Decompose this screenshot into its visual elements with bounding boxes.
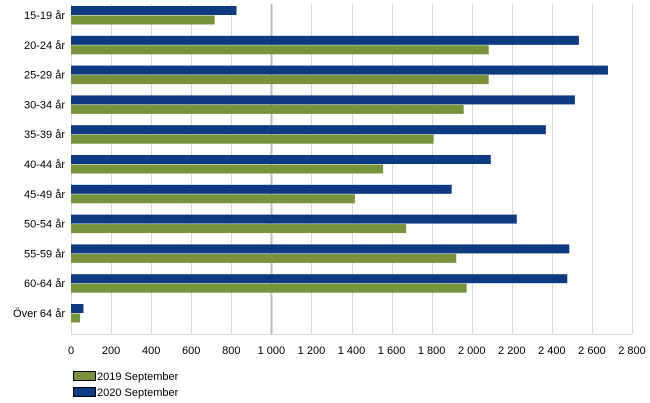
- category-label: 25-29 år: [24, 70, 65, 82]
- x-tick-label: 400: [142, 345, 160, 357]
- bar-2020-9: [71, 274, 568, 284]
- x-tick-label: 1 200: [298, 345, 326, 357]
- legend: 2019 September 2020 September: [73, 371, 179, 399]
- legend-swatch: [73, 371, 96, 381]
- bars: [71, 6, 608, 323]
- category-label: 30-34 år: [24, 99, 65, 111]
- bar-2020-4: [71, 125, 546, 135]
- category-label: 55-59 år: [24, 248, 65, 260]
- bar-2019-10: [71, 313, 81, 323]
- x-tick-label: 0: [68, 345, 74, 357]
- x-tick-labels: 0 200 400 600 800 1 000 1 200 1 400 1 600 1 800 2 …: [68, 345, 646, 357]
- bar-2019-3: [71, 104, 464, 114]
- category-label: 45-49 år: [24, 189, 65, 201]
- bar-2020-7: [71, 214, 517, 224]
- category-label: 60-64 år: [24, 278, 65, 290]
- bar-2019-1: [71, 45, 489, 55]
- x-tick-label: 1 400: [338, 345, 366, 357]
- x-tick-label: 2 400: [538, 345, 566, 357]
- legend-swatch: [73, 387, 96, 397]
- x-tick-label: 200: [102, 345, 120, 357]
- legend-label: 2020 September: [97, 387, 179, 399]
- bar-2019-9: [71, 283, 467, 293]
- x-tick-label: 800: [222, 345, 240, 357]
- x-tick-label: 2 000: [458, 345, 486, 357]
- category-label: 40-44 år: [24, 159, 65, 171]
- bar-2020-10: [71, 304, 84, 313]
- bar-2019-6: [71, 194, 355, 204]
- bar-2019-4: [71, 134, 434, 144]
- bar-2020-8: [71, 244, 570, 254]
- bar-2020-1: [71, 35, 579, 45]
- category-label: Över 64 år: [13, 308, 65, 320]
- bar-2020-5: [71, 155, 491, 164]
- x-tick-label: 1 600: [378, 345, 406, 357]
- category-labels: 15-19 år 20-24 år 25-29 år 30-34 år 35-39 år…: [13, 10, 65, 320]
- bar-2019-7: [71, 224, 407, 234]
- x-tick-label: 600: [182, 345, 200, 357]
- x-tick-label: 2 800: [618, 345, 646, 357]
- category-label: 20-24 år: [24, 40, 65, 52]
- x-tick-label: 1 800: [418, 345, 446, 357]
- category-label: 35-39 år: [24, 129, 65, 141]
- bar-2020-3: [71, 95, 575, 105]
- bar-2019-5: [71, 164, 384, 174]
- bar-2019-8: [71, 253, 457, 263]
- bar-2019-0: [71, 15, 215, 25]
- category-label: 50-54 år: [24, 219, 65, 231]
- bar-2020-0: [71, 6, 237, 15]
- legend-label: 2019 September: [97, 371, 179, 383]
- x-tick-label: 2 200: [498, 345, 526, 357]
- bar-2020-2: [71, 65, 608, 75]
- bar-2020-6: [71, 184, 452, 194]
- category-label: 15-19 år: [24, 10, 65, 22]
- bar-2019-2: [71, 75, 489, 85]
- x-tick-label: 2 600: [578, 345, 606, 357]
- x-tick-label: 1 000: [258, 345, 286, 357]
